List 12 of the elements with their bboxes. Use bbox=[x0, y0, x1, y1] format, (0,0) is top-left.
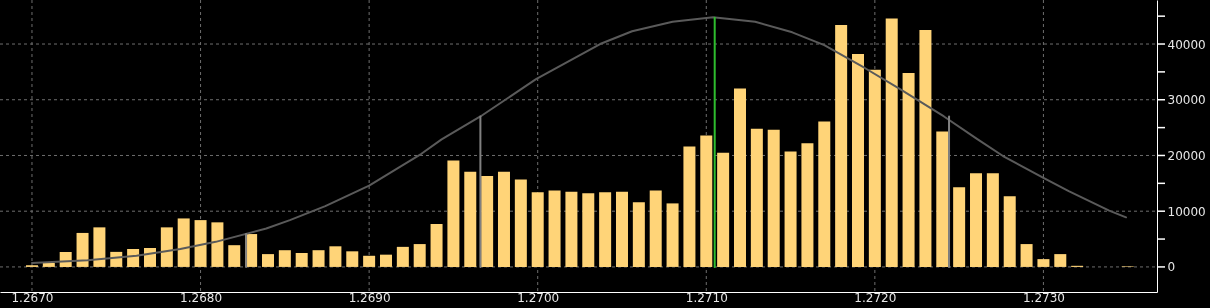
x-tick-label: 1.2700 bbox=[517, 290, 560, 305]
y-tick-label: 10000 bbox=[1167, 204, 1206, 219]
x-tick-label: 1.2680 bbox=[180, 290, 223, 305]
x-tick-label: 1.2720 bbox=[854, 290, 897, 305]
y-tick-label: 30000 bbox=[1167, 93, 1206, 108]
y-tick-label: 0 bbox=[1167, 260, 1176, 275]
x-tick-label: 1.2730 bbox=[1022, 290, 1065, 305]
x-tick-label: 1.2690 bbox=[348, 290, 391, 305]
x-tick-label: 1.2670 bbox=[11, 290, 54, 305]
x-tick-label: 1.2710 bbox=[685, 290, 728, 305]
y-tick-label: 20000 bbox=[1167, 148, 1206, 163]
y-tick-label: 40000 bbox=[1167, 37, 1206, 52]
